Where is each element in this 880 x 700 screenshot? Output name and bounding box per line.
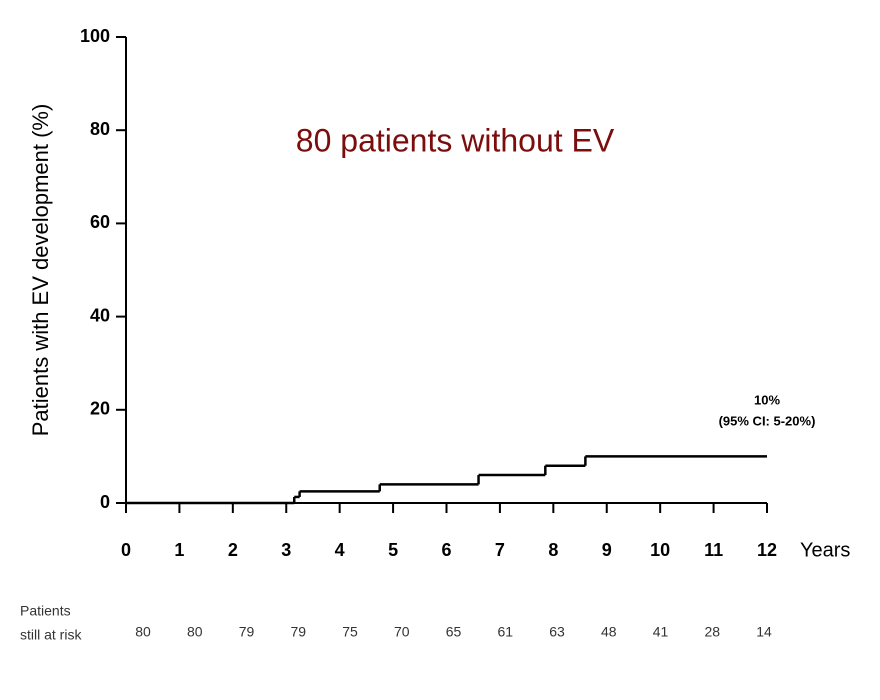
- risk-number: 70: [394, 624, 410, 640]
- risk-number: 48: [601, 624, 617, 640]
- x-tick-label: 5: [388, 540, 398, 560]
- risk-number: 41: [653, 624, 669, 640]
- risk-number: 79: [290, 624, 306, 640]
- risk-number: 80: [135, 624, 151, 640]
- risk-number: 14: [756, 624, 772, 640]
- x-tick-label: 2: [228, 540, 238, 560]
- x-tick-label: 6: [441, 540, 451, 560]
- x-tick-label: 10: [650, 540, 670, 560]
- risk-number: 65: [446, 624, 462, 640]
- x-tick-label: 4: [335, 540, 345, 560]
- x-tick-label: 7: [495, 540, 505, 560]
- x-tick-label: 0: [121, 540, 131, 560]
- x-tick-label: 11: [704, 540, 723, 560]
- y-tick-label: 80: [90, 119, 110, 139]
- risk-number: 79: [239, 624, 255, 640]
- risk-label: still at risk: [20, 627, 82, 643]
- y-tick-label: 40: [90, 305, 110, 325]
- risk-number: 28: [704, 624, 720, 640]
- y-axis-label: Patients with EV development (%): [28, 104, 53, 437]
- x-tick-label: 8: [548, 540, 558, 560]
- chart-title: 80 patients without EV: [296, 122, 615, 158]
- risk-number: 80: [187, 624, 203, 640]
- risk-number: 75: [342, 624, 358, 640]
- x-tick-label: 9: [602, 540, 612, 560]
- x-tick-label: 12: [757, 540, 777, 560]
- y-tick-label: 60: [90, 212, 110, 232]
- y-tick-label: 0: [100, 492, 110, 512]
- risk-label: Patients: [20, 603, 71, 619]
- annotation: 10%: [754, 392, 780, 407]
- risk-number: 61: [497, 624, 513, 640]
- x-tick-label: 1: [174, 540, 184, 560]
- x-axis-label: Years: [800, 539, 850, 561]
- risk-number: 63: [549, 624, 565, 640]
- x-tick-label: 3: [281, 540, 291, 560]
- y-tick-label: 20: [90, 399, 110, 419]
- y-tick-label: 100: [80, 26, 110, 46]
- annotation: (95% CI: 5-20%): [719, 413, 816, 428]
